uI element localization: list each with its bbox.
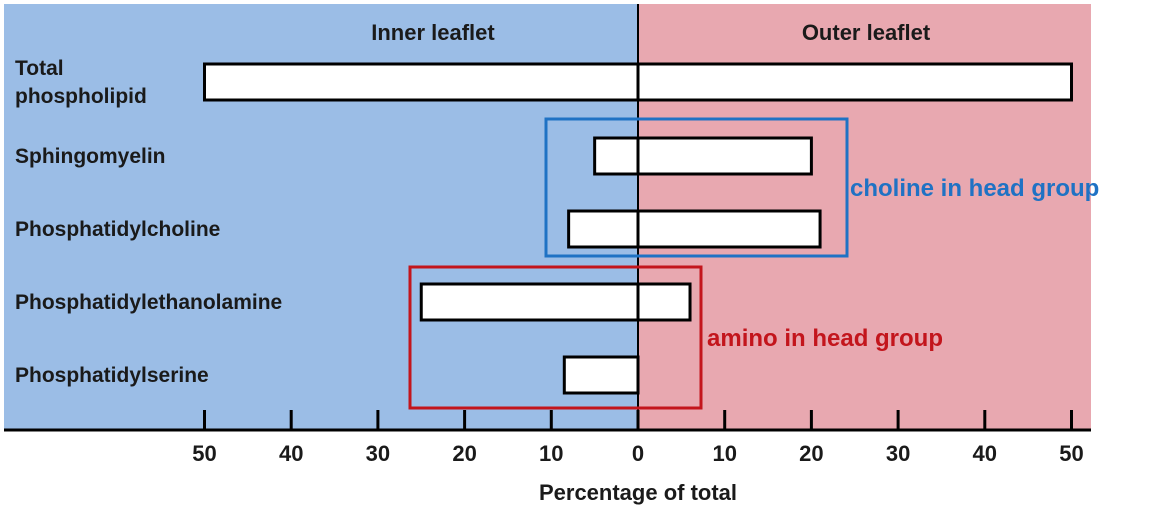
panel-label-outer: Outer leaflet xyxy=(802,20,931,45)
annotation-text-choline: choline in head group xyxy=(850,175,1099,202)
bar-inner xyxy=(419,282,640,322)
x-axis-ticks: 50 40 30 20 10 0 10 20 30 40 50 xyxy=(192,410,1084,466)
x-tick-label: 10 xyxy=(712,441,736,466)
bars-group xyxy=(203,62,1073,395)
panel-label-inner: Inner leaflet xyxy=(371,20,495,45)
x-tick-label: 40 xyxy=(279,441,303,466)
bar-outer xyxy=(636,136,813,176)
bar-inner xyxy=(203,62,640,102)
annotation-box-choline xyxy=(544,117,849,258)
bar-inner xyxy=(567,209,640,249)
x-tick-label: 40 xyxy=(973,441,997,466)
x-axis-label: Percentage of total xyxy=(539,480,737,505)
x-tick-label: 30 xyxy=(886,441,910,466)
bar-outer xyxy=(636,209,822,249)
x-tick-label: 30 xyxy=(366,441,390,466)
category-label: Phosphatidylethanolamine xyxy=(15,291,282,314)
bar-inner xyxy=(562,355,640,395)
x-tick-label: 10 xyxy=(539,441,563,466)
x-tick-label: 20 xyxy=(452,441,476,466)
annotation-text-amino: amino in head group xyxy=(707,325,943,352)
category-label: Phosphatidylcholine xyxy=(15,218,220,241)
x-tick-label: 0 xyxy=(632,441,644,466)
x-tick-label: 20 xyxy=(799,441,823,466)
category-label: Phosphatidylserine xyxy=(15,364,209,387)
category-label: Total phospholipid xyxy=(15,57,147,108)
bar-outer xyxy=(636,62,1073,102)
bar-inner xyxy=(593,136,640,176)
x-tick-label: 50 xyxy=(1059,441,1083,466)
category-label: Sphingomyelin xyxy=(15,145,166,168)
annotation-box-amino xyxy=(408,265,703,410)
x-tick-label: 50 xyxy=(192,441,216,466)
bar-outer xyxy=(636,282,692,322)
